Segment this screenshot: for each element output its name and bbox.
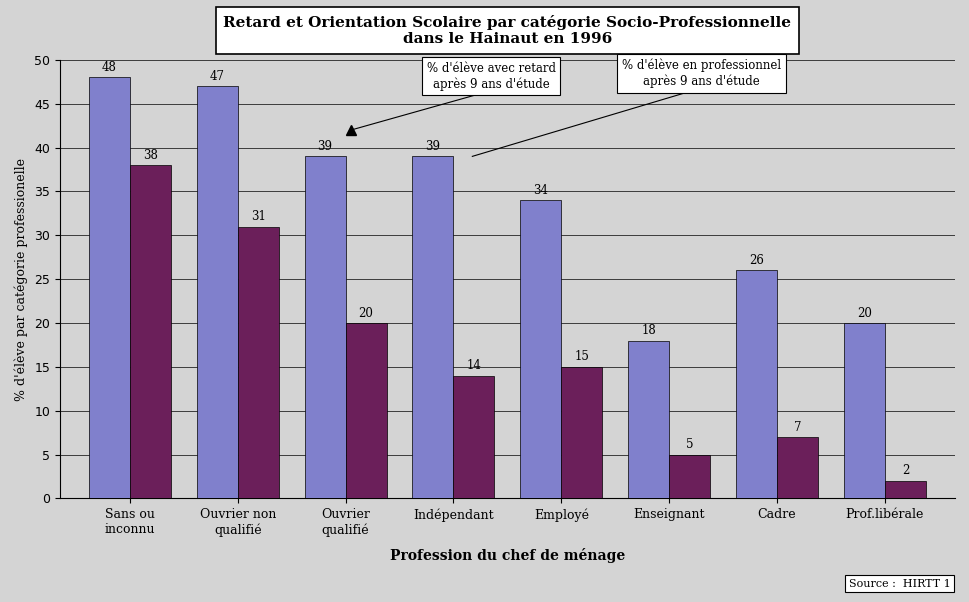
Bar: [453, 376, 494, 498]
Text: 39: 39: [425, 140, 440, 153]
X-axis label: Profession du chef de ménage: Profession du chef de ménage: [390, 548, 624, 563]
Text: Source :  HIRTT 1: Source : HIRTT 1: [848, 579, 950, 589]
Text: 48: 48: [102, 61, 116, 74]
Text: 2: 2: [901, 464, 908, 477]
Text: 20: 20: [359, 306, 373, 320]
Text: 26: 26: [748, 254, 764, 267]
Text: 20: 20: [856, 306, 871, 320]
Text: 39: 39: [317, 140, 332, 153]
Title: Retard et Orientation Scolaire par catégorie Socio-Professionnelle
dans le Haina: Retard et Orientation Scolaire par catég…: [223, 15, 791, 46]
Bar: [669, 455, 709, 498]
Text: 7: 7: [793, 421, 800, 433]
Bar: [843, 323, 884, 498]
Text: 31: 31: [251, 210, 266, 223]
Bar: [304, 157, 345, 498]
Text: % d'élève avec retard
après 9 ans d'étude: % d'élève avec retard après 9 ans d'étud…: [426, 62, 555, 90]
Bar: [89, 78, 130, 498]
Bar: [561, 367, 602, 498]
Bar: [345, 323, 387, 498]
Text: 15: 15: [574, 350, 588, 364]
Text: 18: 18: [641, 324, 655, 337]
Text: % d'élève en professionnel
après 9 ans d'étude: % d'élève en professionnel après 9 ans d…: [621, 59, 780, 88]
Bar: [197, 86, 237, 498]
Bar: [628, 341, 669, 498]
Bar: [519, 200, 561, 498]
Y-axis label: % d'élève par catégorie professionelle: % d'élève par catégorie professionelle: [15, 158, 28, 401]
Bar: [412, 157, 453, 498]
Bar: [237, 226, 278, 498]
Bar: [130, 165, 171, 498]
Text: 14: 14: [466, 359, 481, 372]
Text: 38: 38: [142, 149, 158, 161]
Text: 47: 47: [209, 70, 225, 82]
Bar: [776, 437, 817, 498]
Bar: [735, 270, 776, 498]
Text: 34: 34: [533, 184, 547, 197]
Bar: [884, 481, 925, 498]
Text: 5: 5: [685, 438, 693, 451]
